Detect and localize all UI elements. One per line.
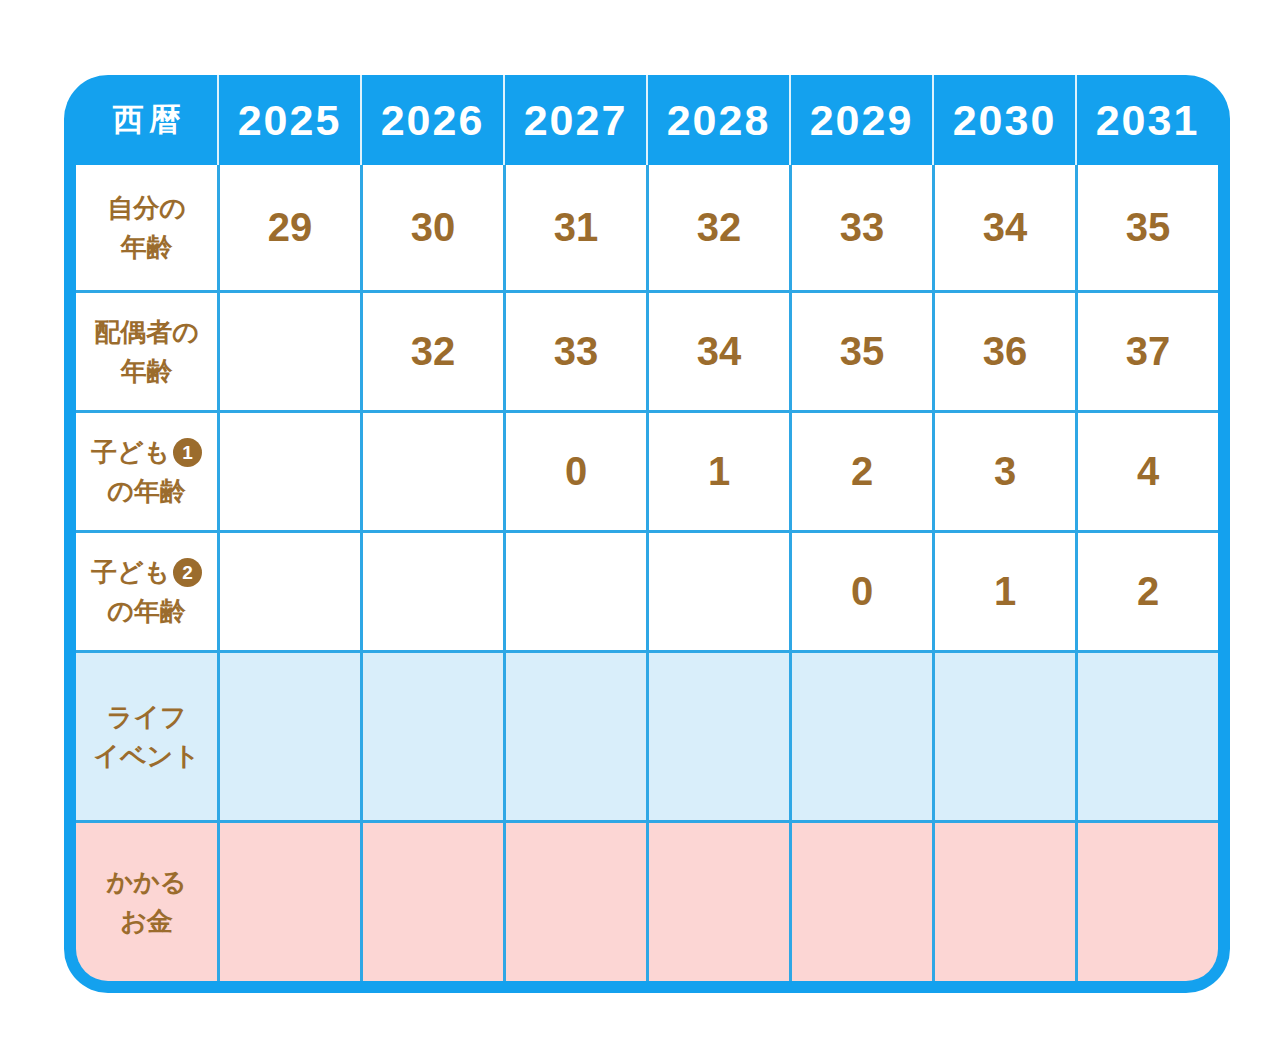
- row-label-text: お金: [120, 902, 173, 941]
- year-header-cell-2030: 2030: [932, 75, 1075, 165]
- cell-money-2026: [360, 820, 503, 981]
- cell-child1-age-2031: 4: [1075, 410, 1218, 530]
- cell-self-age-2030: 34: [932, 165, 1075, 290]
- cell-child2-age-2028: [646, 530, 789, 650]
- cell-money-2031: [1075, 820, 1218, 981]
- row-label-text: 子ども: [91, 433, 170, 472]
- row-label-life-event: ライフイベント: [76, 650, 217, 820]
- row-label-text: 子ども: [91, 553, 170, 592]
- cell-child2-age-2025: [217, 530, 360, 650]
- cell-child2-age-2026: [360, 530, 503, 650]
- row-label-line: ライフ: [107, 698, 187, 737]
- year-header-cell-2025: 2025: [217, 75, 360, 165]
- cell-life-event-2030: [932, 650, 1075, 820]
- row-label-text: 配偶者の: [94, 313, 199, 352]
- year-header-cell-2027: 2027: [503, 75, 646, 165]
- cell-self-age-2025: 29: [217, 165, 360, 290]
- row-label-text: ライフ: [107, 698, 187, 737]
- row-label-text: 年齢: [121, 228, 173, 267]
- cell-child1-age-2028: 1: [646, 410, 789, 530]
- cell-life-event-2027: [503, 650, 646, 820]
- corner-header-cell: 西暦: [76, 75, 217, 165]
- cell-spouse-age-2029: 35: [789, 290, 932, 410]
- row-label-line: 自分の: [107, 189, 186, 228]
- cell-child2-age-2029: 0: [789, 530, 932, 650]
- row-label-line: かかる: [107, 863, 187, 902]
- life-plan-grid: 西暦2025202620272028202920302031自分の年齢29303…: [76, 75, 1218, 981]
- year-header-cell-2026: 2026: [360, 75, 503, 165]
- cell-life-event-2031: [1075, 650, 1218, 820]
- child-number-badge: 2: [173, 558, 202, 587]
- cell-child1-age-2026: [360, 410, 503, 530]
- row-label-text: イベント: [93, 737, 199, 776]
- row-label-line: 年齢: [121, 352, 173, 391]
- cell-money-2029: [789, 820, 932, 981]
- cell-child1-age-2030: 3: [932, 410, 1075, 530]
- row-label-spouse-age: 配偶者の年齢: [76, 290, 217, 410]
- cell-child2-age-2030: 1: [932, 530, 1075, 650]
- cell-self-age-2031: 35: [1075, 165, 1218, 290]
- cell-spouse-age-2025: [217, 290, 360, 410]
- cell-self-age-2026: 30: [360, 165, 503, 290]
- cell-spouse-age-2030: 36: [932, 290, 1075, 410]
- child-number-badge: 1: [173, 438, 202, 467]
- cell-life-event-2025: [217, 650, 360, 820]
- year-header-cell-2031: 2031: [1075, 75, 1218, 165]
- row-label-text: の年齢: [107, 592, 186, 631]
- cell-self-age-2029: 33: [789, 165, 932, 290]
- row-label-text: 自分の: [107, 189, 186, 228]
- cell-life-event-2026: [360, 650, 503, 820]
- cell-spouse-age-2028: 34: [646, 290, 789, 410]
- cell-child1-age-2027: 0: [503, 410, 646, 530]
- cell-spouse-age-2031: 37: [1075, 290, 1218, 410]
- row-label-money: かかるお金: [76, 820, 217, 981]
- cell-money-2025: [217, 820, 360, 981]
- cell-child2-age-2031: 2: [1075, 530, 1218, 650]
- row-label-line: お金: [120, 902, 173, 941]
- row-label-child1-age: 子ども1の年齢: [76, 410, 217, 530]
- row-label-text: の年齢: [107, 472, 186, 511]
- cell-life-event-2028: [646, 650, 789, 820]
- row-label-line: イベント: [93, 737, 199, 776]
- cell-child1-age-2025: [217, 410, 360, 530]
- row-label-line: 配偶者の: [94, 313, 199, 352]
- row-label-child2-age: 子ども2の年齢: [76, 530, 217, 650]
- row-label-line: 子ども1: [91, 433, 202, 472]
- cell-money-2030: [932, 820, 1075, 981]
- cell-self-age-2028: 32: [646, 165, 789, 290]
- cell-life-event-2029: [789, 650, 932, 820]
- cell-child1-age-2029: 2: [789, 410, 932, 530]
- life-plan-table: 西暦2025202620272028202920302031自分の年齢29303…: [64, 75, 1230, 993]
- row-label-line: の年齢: [107, 472, 186, 511]
- row-label-text: かかる: [107, 863, 187, 902]
- cell-spouse-age-2026: 32: [360, 290, 503, 410]
- cell-spouse-age-2027: 33: [503, 290, 646, 410]
- row-label-line: の年齢: [107, 592, 186, 631]
- row-label-self-age: 自分の年齢: [76, 165, 217, 290]
- row-label-line: 年齢: [121, 228, 173, 267]
- year-header-cell-2029: 2029: [789, 75, 932, 165]
- cell-money-2027: [503, 820, 646, 981]
- row-label-line: 子ども2: [91, 553, 202, 592]
- cell-child2-age-2027: [503, 530, 646, 650]
- cell-money-2028: [646, 820, 789, 981]
- row-label-text: 年齢: [121, 352, 173, 391]
- cell-self-age-2027: 31: [503, 165, 646, 290]
- year-header-cell-2028: 2028: [646, 75, 789, 165]
